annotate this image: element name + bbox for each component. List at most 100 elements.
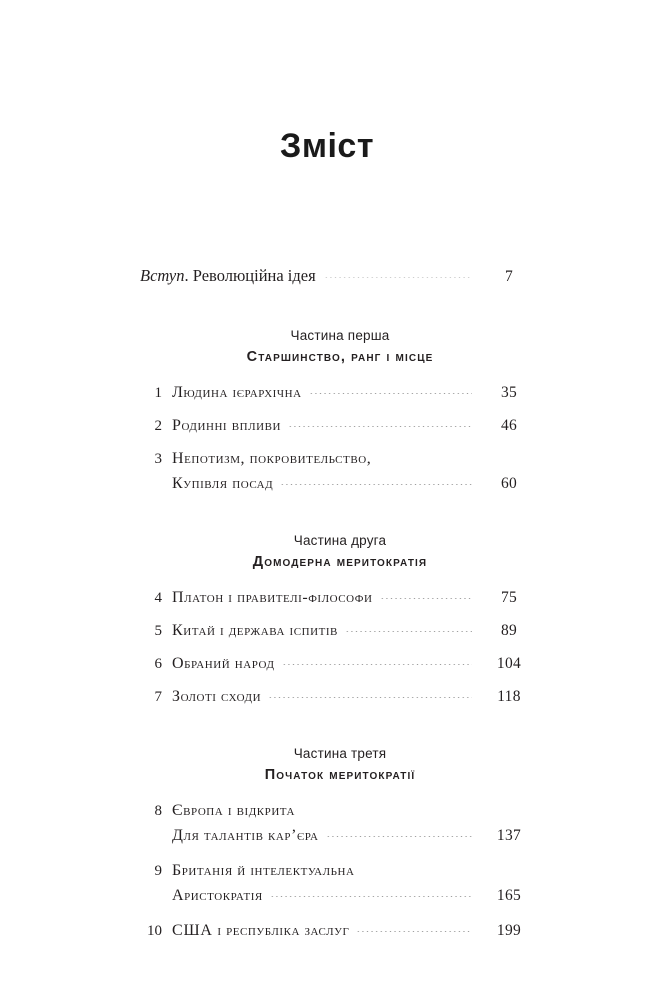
- dot-leader: [281, 664, 472, 666]
- toc-part-header: Частина друга Домодерна меритократія: [140, 531, 540, 573]
- toc-entry-page: 137: [496, 827, 522, 845]
- toc-part-header: Частина третя Початок меритократії: [140, 744, 540, 786]
- toc-part: Частина перша Старшинство, ранг і місце 1 Л…: [140, 326, 540, 496]
- toc-entry-title: Людина ієрархічна: [172, 384, 302, 402]
- toc-entry-acronym: США: [172, 922, 213, 940]
- toc-entry-title: Родинні впливи: [172, 417, 281, 435]
- toc-entry-title: Обраний народ: [172, 655, 275, 673]
- toc-entry-number: 8: [154, 803, 163, 820]
- toc-entry[interactable]: 7 Золоті сходи 118: [140, 684, 540, 709]
- dot-leader: [356, 931, 472, 933]
- toc-chapter-group: 4 Платон і правителі-філософи 75 5 Китай і д…: [140, 585, 540, 709]
- toc-entry-body: Золоті сходи 118: [172, 684, 540, 709]
- toc-entry-intro[interactable]: Вступ. Революційна ідея 7: [140, 266, 540, 292]
- dot-leader: [268, 697, 472, 699]
- toc-entry-body: Людина ієрархічна 35: [172, 380, 540, 405]
- toc-entry-page: 165: [496, 887, 522, 905]
- toc-entry-number: 10: [147, 923, 162, 940]
- toc-entry-line: для талантів кар’єра 137: [172, 823, 540, 848]
- toc-entry-body: Родинні впливи 46: [172, 413, 540, 438]
- toc-entry-body: Непотизм, покровительство, купівля посад 6…: [172, 446, 540, 496]
- toc-part-label: Частина друга: [293, 533, 387, 549]
- toc-entry[interactable]: 2 Родинні впливи 46: [140, 413, 540, 438]
- toc-entry-number: 7: [154, 689, 163, 706]
- dot-leader: [269, 896, 472, 898]
- toc-entry[interactable]: 3 Непотизм, покровительство, купівля посад…: [140, 446, 540, 496]
- toc-entry-title: США і республіка заслуг: [172, 918, 349, 943]
- dot-leader: [344, 631, 472, 633]
- toc-entry-page: 35: [500, 384, 518, 402]
- toc-chapter-group: 1 Людина ієрархічна 35 2 Родинні впливи 46 3 Не…: [140, 380, 540, 496]
- toc-entry-page: 104: [496, 655, 522, 673]
- toc-part: Частина друга Домодерна меритократія 4 Плат…: [140, 531, 540, 709]
- toc-part-label: Частина перша: [290, 328, 390, 343]
- toc-entry-title: аристократія: [172, 887, 263, 905]
- toc-entry[interactable]: 8 Європа і відкрита для талантів кар’єра 13…: [140, 798, 540, 848]
- toc-list: Вступ. Революційна ідея 7 Частина перша С…: [140, 266, 540, 951]
- toc-entry-number: 2: [154, 418, 163, 435]
- toc-entry-line: Європа і відкрита: [172, 798, 540, 823]
- toc-entry-line: Непотизм, покровительство,: [172, 446, 540, 471]
- toc-entry-body: Британія й інтелектуальна аристократія 165: [172, 858, 540, 908]
- toc-entry-number: 9: [154, 863, 163, 880]
- toc-entry-title: Платон і правителі-філософи: [172, 589, 373, 607]
- toc-parts: Частина перша Старшинство, ранг і місце 1 Л…: [140, 326, 540, 943]
- toc-entry-line: Британія й інтелектуальна: [172, 858, 540, 883]
- toc-entry-title: для талантів кар’єра: [172, 827, 319, 845]
- toc-entry-intro-title: Вступ. Революційна ідея: [140, 266, 316, 286]
- toc-part: Частина третя Початок меритократії 8 Європа…: [140, 744, 540, 943]
- toc-entry-body: Обраний народ 104: [172, 651, 540, 676]
- dot-leader: [287, 426, 472, 428]
- dot-leader: [323, 277, 472, 278]
- toc-chapter-group: 8 Європа і відкрита для талантів кар’єра 13…: [140, 798, 540, 943]
- toc-part-header: Частина перша Старшинство, ранг і місце: [140, 326, 540, 368]
- toc-entry-line: Китай і держава іспитів 89: [172, 618, 540, 643]
- toc-entry-number: 3: [154, 451, 163, 468]
- toc-entry[interactable]: 4 Платон і правителі-філософи 75: [140, 585, 540, 610]
- toc-entry[interactable]: 1 Людина ієрархічна 35: [140, 380, 540, 405]
- toc-entry[interactable]: 5 Китай і держава іспитів 89: [140, 618, 540, 643]
- toc-entry-line: купівля посад 60: [172, 471, 540, 496]
- toc-entry-number: 4: [154, 590, 163, 607]
- toc-entry-title: Європа і відкрита: [172, 802, 296, 820]
- page-title: Зміст: [280, 127, 374, 165]
- dot-leader: [308, 393, 472, 395]
- toc-entry[interactable]: 9 Британія й інтелектуальна аристократія 16…: [140, 858, 540, 908]
- toc-entry-page: 60: [500, 475, 518, 493]
- toc-part-name: Домодерна меритократія: [252, 553, 428, 570]
- toc-entry-line: Обраний народ 104: [172, 651, 540, 676]
- toc-entry-title: Золоті сходи: [172, 688, 262, 706]
- toc-entry-body: Європа і відкрита для талантів кар’єра 137: [172, 798, 540, 848]
- toc-entry-number: 5: [154, 623, 163, 640]
- toc-entry-title: Британія й інтелектуальна: [172, 862, 355, 880]
- toc-entry-page: 89: [500, 622, 518, 640]
- toc-entry-line: США і республіка заслуг 199: [172, 918, 540, 943]
- toc-entry-intro-rest: . Революційна ідея: [184, 266, 316, 285]
- toc-entry-line: Золоті сходи 118: [172, 684, 540, 709]
- toc-entry-intro-page: 7: [504, 268, 514, 285]
- toc-entry-number: 1: [154, 385, 163, 402]
- toc-entry-line: Родинні впливи 46: [172, 413, 540, 438]
- dot-leader: [325, 836, 472, 838]
- toc-entry-body: Платон і правителі-філософи 75: [172, 585, 540, 610]
- toc-entry-line: Платон і правителі-філософи 75: [172, 585, 540, 610]
- toc-entry-page: 46: [500, 417, 518, 435]
- toc-entry[interactable]: 6 Обраний народ 104: [140, 651, 540, 676]
- toc-part-name: Старшинство, ранг і місце: [246, 348, 434, 365]
- toc-entry[interactable]: 10 США і республіка заслуг 199: [140, 918, 540, 943]
- toc-entry-body: США і республіка заслуг 199: [172, 918, 540, 943]
- toc-entry-title: купівля посад: [172, 475, 274, 493]
- toc-entry-title: Китай і держава іспитів: [172, 622, 338, 640]
- toc-entry-intro-label: Вступ: [140, 266, 185, 285]
- toc-entry-title: Непотизм, покровительство,: [172, 450, 372, 468]
- toc-entry-line: Людина ієрархічна 35: [172, 380, 540, 405]
- dot-leader: [379, 598, 472, 600]
- toc-part-name: Початок меритократії: [264, 766, 416, 783]
- toc-entry-number: 6: [154, 656, 163, 673]
- toc-entry-body: Китай і держава іспитів 89: [172, 618, 540, 643]
- toc-entry-title-rest: і республіка заслуг: [212, 922, 350, 940]
- dot-leader: [280, 484, 472, 486]
- toc-entry-line: аристократія 165: [172, 883, 540, 908]
- toc-part-label: Частина третя: [293, 746, 387, 762]
